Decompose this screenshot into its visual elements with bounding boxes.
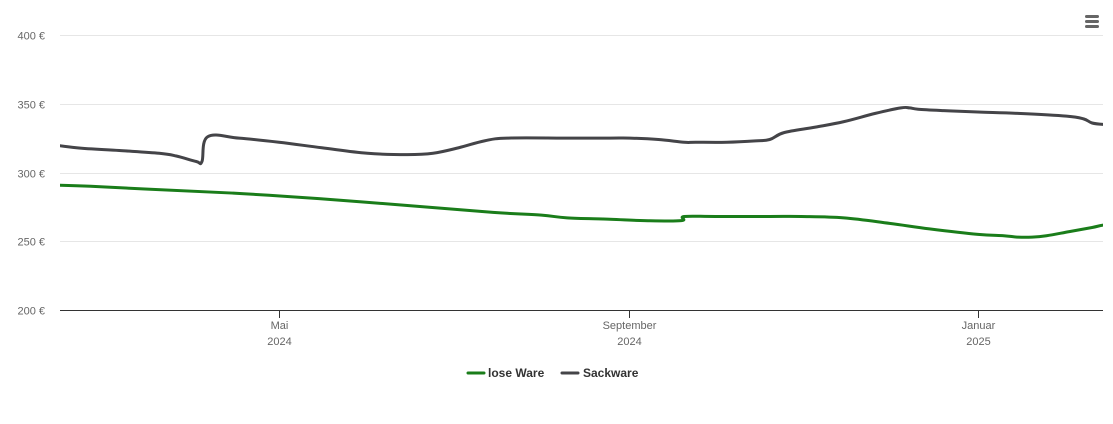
y-tick-label: 300 € xyxy=(17,169,45,181)
x-tick-label-month: Januar xyxy=(962,320,996,332)
y-tick-label: 250 € xyxy=(17,237,45,249)
axes: 200 € 250 € 300 € 350 € 400 € Mai 2024 Septembe… xyxy=(17,31,1103,348)
x-tick-label-month: Mai xyxy=(271,320,289,332)
legend-label: lose Ware xyxy=(488,366,545,380)
series-line-lose-ware[interactable] xyxy=(0,68,1113,239)
x-tick-label-year: 2024 xyxy=(267,336,291,348)
y-tick-label: 200 € xyxy=(17,306,45,318)
series-layer xyxy=(0,54,1113,239)
grid-lines xyxy=(60,35,1103,242)
menu-icon[interactable] xyxy=(1082,12,1104,32)
x-tick-label-year: 2024 xyxy=(617,336,641,348)
legend-item-lose-ware[interactable]: lose Ware xyxy=(466,366,545,380)
legend-label: Sackware xyxy=(583,366,639,380)
y-tick-label: 350 € xyxy=(17,100,45,112)
legend: lose Ware Sackware xyxy=(466,366,639,380)
series-line-sackware[interactable] xyxy=(0,54,1113,166)
x-tick-label-year: 2025 xyxy=(966,336,990,348)
y-tick-label: 400 € xyxy=(17,31,45,43)
x-tick-label-month: September xyxy=(603,320,657,332)
legend-item-sackware[interactable]: Sackware xyxy=(560,366,639,380)
